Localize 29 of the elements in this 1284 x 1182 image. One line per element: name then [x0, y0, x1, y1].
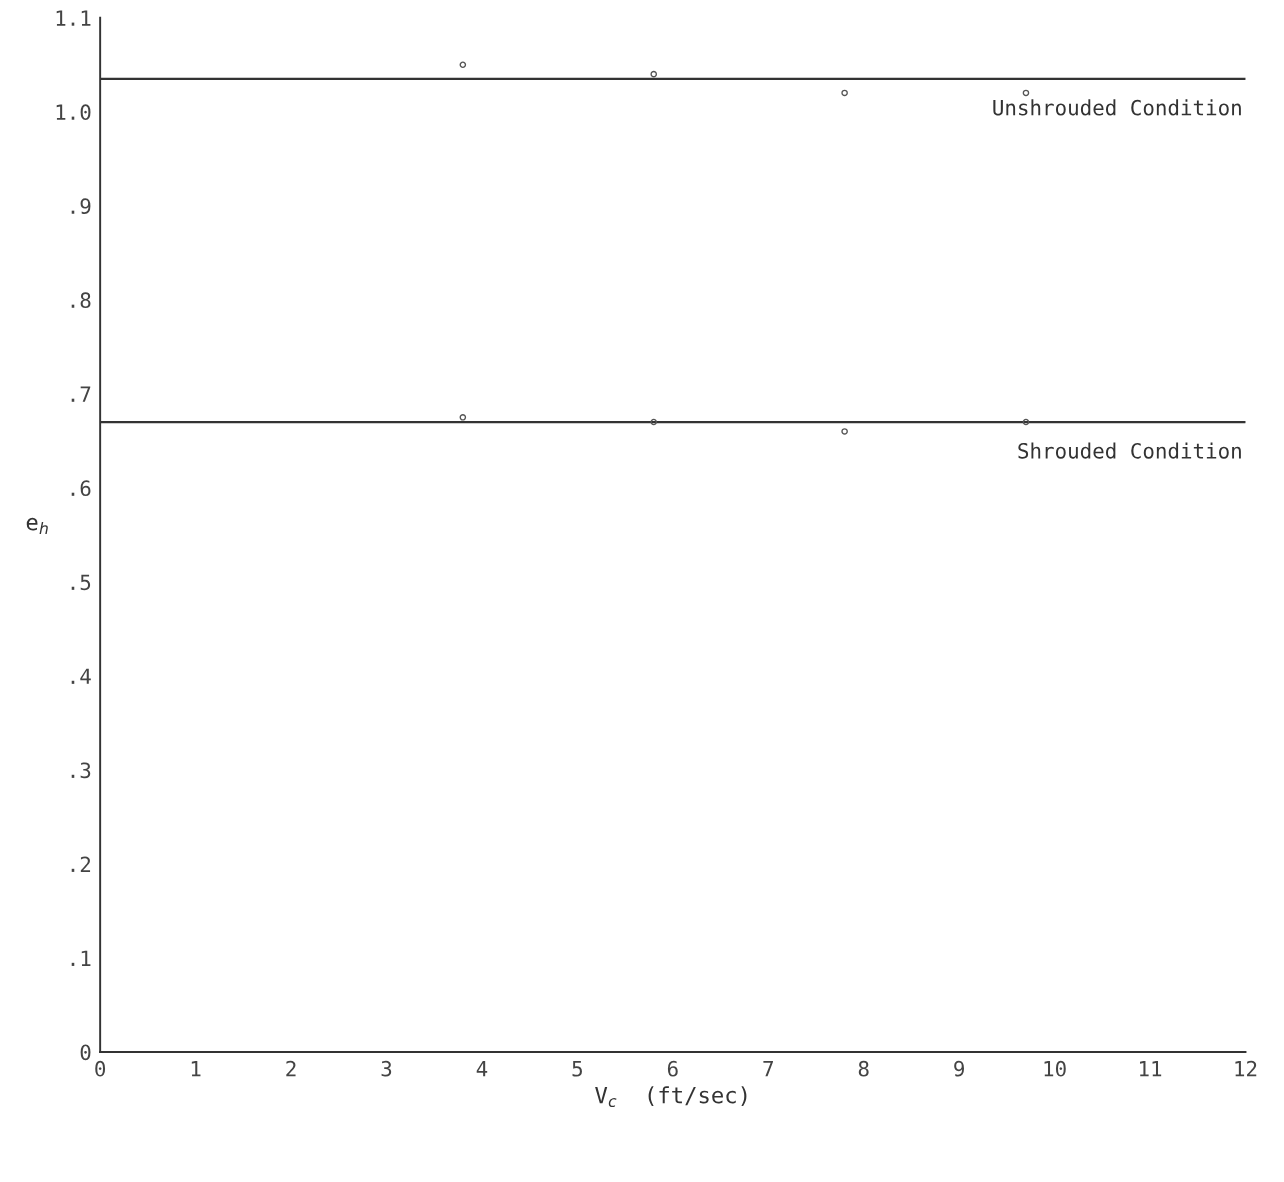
y-tick-label: 1.1 [56, 10, 91, 26]
y-axis-title: e$_{h}$ [26, 517, 48, 534]
x-tick-label: 9 [954, 1060, 965, 1077]
y-tick-label: .8 [71, 292, 91, 309]
annotation: Unshrouded Condition [993, 99, 1241, 116]
x-tick-label: 6 [667, 1060, 678, 1077]
x-tick-label: 1 [191, 1061, 201, 1077]
y-tick-label: 0 [80, 1044, 91, 1061]
annotation: Shrouded Condition [1018, 442, 1241, 459]
x-tick-label: 5 [572, 1061, 582, 1077]
x-tick-label: 2 [286, 1060, 296, 1077]
x-tick-label: 4 [476, 1061, 488, 1077]
x-tick-label: 8 [858, 1060, 869, 1077]
y-tick-label: .4 [71, 668, 91, 684]
y-tick-label: .9 [71, 198, 91, 215]
y-tick-label: .1 [71, 950, 91, 966]
x-tick-label: 12 [1235, 1060, 1257, 1077]
y-tick-label: .5 [71, 574, 91, 591]
text: V$_{c}$ (ft/sec) [595, 1086, 747, 1108]
x-tick-label: 7 [763, 1061, 773, 1077]
y-tick-label: 1.0 [56, 104, 91, 121]
y-tick-label: .7 [71, 386, 91, 402]
x-tick-label: 3 [381, 1060, 392, 1077]
y-tick-label: .3 [71, 762, 91, 779]
x-tick-label: 10 [1044, 1060, 1066, 1077]
y-tick-label: .2 [71, 856, 91, 872]
x-tick-label: 11 [1140, 1061, 1162, 1077]
y-tick-label: .6 [71, 480, 91, 497]
x-tick-label: 0 [95, 1060, 106, 1077]
